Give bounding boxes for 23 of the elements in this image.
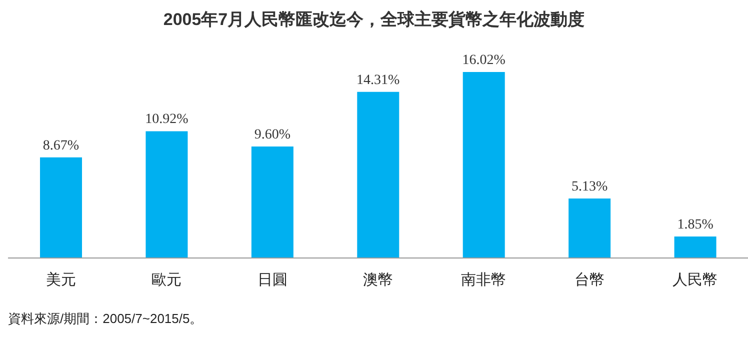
x-tick-label: 歐元	[152, 272, 182, 289]
data-label: 14.31%	[356, 72, 400, 88]
x-tick-label: 澳幣	[363, 272, 393, 289]
bar	[251, 146, 294, 258]
bar	[568, 198, 611, 258]
bar	[40, 157, 82, 258]
bar	[674, 236, 716, 258]
data-label: 16.02%	[462, 53, 506, 68]
bar	[462, 72, 505, 258]
bar	[146, 131, 188, 258]
x-tick-label: 台幣	[574, 272, 604, 289]
x-tick-label: 日圓	[257, 272, 288, 289]
bar	[357, 92, 400, 258]
source-note: 資料來源/期間：2005/7~2015/5。	[8, 310, 204, 328]
chart-title: 2005年7月人民幣匯改迄今，全球主要貨幣之年化波動度	[162, 9, 586, 31]
x-tick-label: 南非幣	[461, 272, 506, 289]
data-label: 5.13%	[571, 179, 608, 194]
x-tick-label: 美元	[46, 272, 76, 289]
data-label: 8.67%	[42, 138, 80, 154]
data-label: 9.60%	[254, 128, 291, 143]
data-label: 10.92%	[145, 112, 189, 128]
x-tick-label: 人民幣	[672, 272, 718, 289]
data-label: 1.85%	[677, 218, 714, 233]
